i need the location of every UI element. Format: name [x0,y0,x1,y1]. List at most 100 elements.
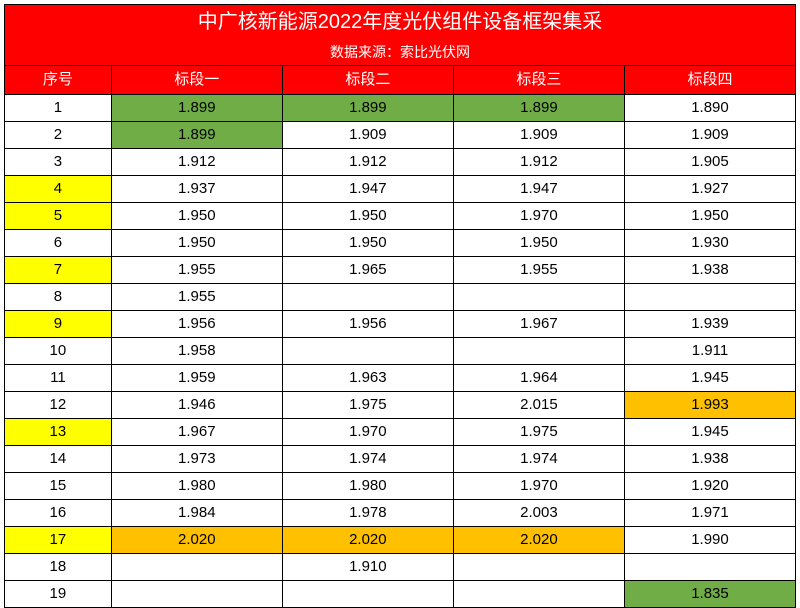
table-row: 11.8991.8991.8991.890 [5,95,796,122]
cell-bid2: 1.912 [282,149,453,176]
cell-bid2: 1.970 [282,419,453,446]
cell-bid4: 1.938 [624,446,795,473]
cell-bid3: 1.955 [453,257,624,284]
cell-bid3: 2.015 [453,392,624,419]
cell-bid3: 1.950 [453,230,624,257]
cell-bid3: 1.974 [453,446,624,473]
cell-seq: 1 [5,95,112,122]
cell-bid3: 1.947 [453,176,624,203]
cell-bid1: 1.912 [111,149,282,176]
table-row: 71.9551.9651.9551.938 [5,257,796,284]
header-row: 序号 标段一 标段二 标段三 标段四 [5,66,796,95]
cell-bid3: 1.909 [453,122,624,149]
cell-bid4: 1.909 [624,122,795,149]
cell-bid4: 1.939 [624,311,795,338]
cell-bid3 [453,284,624,311]
cell-bid1: 1.955 [111,284,282,311]
table-row: 61.9501.9501.9501.930 [5,230,796,257]
table-row: 21.8991.9091.9091.909 [5,122,796,149]
title-row: 中广核新能源2022年度光伏组件设备框架集采 [5,5,796,40]
cell-seq: 10 [5,338,112,365]
cell-bid1: 1.955 [111,257,282,284]
cell-bid2: 1.947 [282,176,453,203]
cell-bid2: 1.975 [282,392,453,419]
cell-bid1: 1.973 [111,446,282,473]
cell-bid2 [282,338,453,365]
col-header-2: 标段二 [282,66,453,95]
cell-bid1 [111,554,282,581]
col-header-3: 标段三 [453,66,624,95]
source-row: 数据来源：索比光伏网 [5,39,796,66]
cell-bid1: 1.946 [111,392,282,419]
table-source: 数据来源：索比光伏网 [5,39,796,66]
cell-bid4: 1.905 [624,149,795,176]
table-row: 191.835 [5,581,796,608]
cell-bid4: 1.911 [624,338,795,365]
cell-bid4: 1.938 [624,257,795,284]
table-row: 172.0202.0202.0201.990 [5,527,796,554]
cell-bid2: 1.980 [282,473,453,500]
cell-seq: 5 [5,203,112,230]
cell-bid4: 1.950 [624,203,795,230]
cell-bid1: 2.020 [111,527,282,554]
cell-seq: 6 [5,230,112,257]
cell-bid2: 1.956 [282,311,453,338]
cell-bid1: 1.958 [111,338,282,365]
cell-bid2: 1.978 [282,500,453,527]
cell-bid3 [453,338,624,365]
cell-seq: 9 [5,311,112,338]
cell-bid1 [111,581,282,608]
cell-bid1: 1.980 [111,473,282,500]
cell-bid3: 1.912 [453,149,624,176]
col-header-seq: 序号 [5,66,112,95]
cell-seq: 16 [5,500,112,527]
table-row: 141.9731.9741.9741.938 [5,446,796,473]
cell-seq: 7 [5,257,112,284]
cell-bid4: 1.890 [624,95,795,122]
cell-seq: 11 [5,365,112,392]
cell-bid4: 1.990 [624,527,795,554]
table-body: 11.8991.8991.8991.89021.8991.9091.9091.9… [5,95,796,608]
table-row: 41.9371.9471.9471.927 [5,176,796,203]
cell-bid2: 1.950 [282,203,453,230]
cell-bid1: 1.899 [111,122,282,149]
table-row: 181.910 [5,554,796,581]
cell-bid4: 1.930 [624,230,795,257]
cell-bid1: 1.950 [111,230,282,257]
cell-bid4: 1.945 [624,365,795,392]
cell-bid4: 1.945 [624,419,795,446]
cell-bid2: 1.974 [282,446,453,473]
cell-bid4: 1.971 [624,500,795,527]
cell-bid2 [282,581,453,608]
table-row: 151.9801.9801.9701.920 [5,473,796,500]
cell-bid2: 1.909 [282,122,453,149]
cell-seq: 15 [5,473,112,500]
cell-seq: 13 [5,419,112,446]
cell-seq: 3 [5,149,112,176]
col-header-1: 标段一 [111,66,282,95]
cell-bid1: 1.899 [111,95,282,122]
cell-bid1: 1.950 [111,203,282,230]
cell-seq: 8 [5,284,112,311]
cell-bid2 [282,284,453,311]
table-row: 161.9841.9782.0031.971 [5,500,796,527]
cell-bid3: 2.003 [453,500,624,527]
cell-bid3: 1.967 [453,311,624,338]
cell-bid1: 1.956 [111,311,282,338]
cell-bid1: 1.984 [111,500,282,527]
table-row: 101.958 1.911 [5,338,796,365]
cell-bid3: 2.020 [453,527,624,554]
cell-bid2: 1.899 [282,95,453,122]
table-row: 131.9671.9701.9751.945 [5,419,796,446]
cell-seq: 14 [5,446,112,473]
table-row: 31.9121.9121.9121.905 [5,149,796,176]
cell-seq: 18 [5,554,112,581]
cell-bid4: 1.920 [624,473,795,500]
cell-bid4 [624,554,795,581]
cell-bid4: 1.835 [624,581,795,608]
table-row: 91.9561.9561.9671.939 [5,311,796,338]
cell-bid1: 1.937 [111,176,282,203]
cell-bid2: 1.950 [282,230,453,257]
cell-bid2: 1.963 [282,365,453,392]
table-row: 121.9461.9752.0151.993 [5,392,796,419]
